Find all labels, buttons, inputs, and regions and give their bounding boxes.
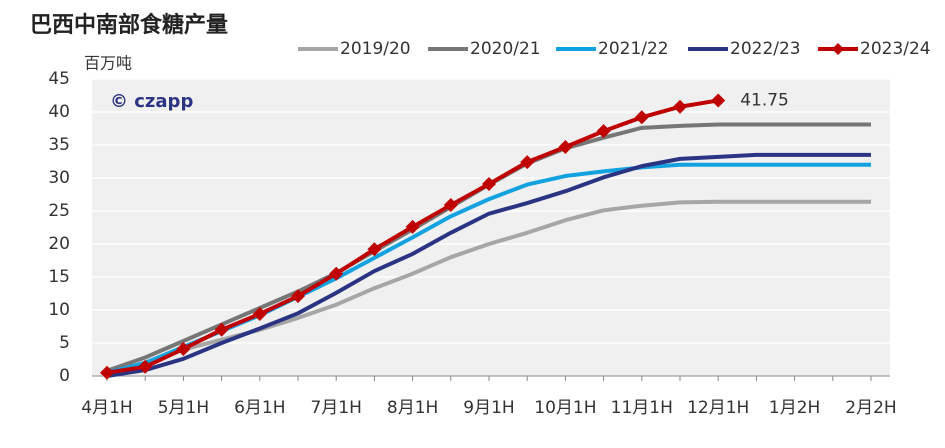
legend-label: 2020/21 [470, 39, 541, 59]
y-tick-label: 20 [48, 234, 70, 254]
y-tick-label: 30 [48, 168, 70, 188]
y-tick-label: 0 [59, 366, 70, 386]
y-tick-label: 5 [59, 333, 70, 353]
legend-marker [832, 43, 844, 55]
y-axis-label: 百万吨 [84, 54, 132, 73]
legend-label: 2019/20 [340, 39, 411, 59]
data-point [711, 93, 726, 108]
data-point [252, 306, 267, 321]
x-tick-label: 10月1H [534, 398, 596, 418]
data-point [100, 365, 114, 380]
data-label: 41.75 [740, 90, 789, 110]
data-point [367, 242, 382, 257]
x-tick-label: 4月1H [81, 398, 132, 418]
y-tick-label: 10 [48, 300, 70, 320]
data-point [673, 99, 687, 114]
x-tick-label: 11月1H [611, 398, 673, 418]
data-point [558, 139, 573, 154]
legend-label: 2023/24 [860, 39, 931, 59]
y-tick-label: 15 [48, 267, 70, 287]
data-point [176, 341, 191, 356]
x-tick-label: 7月1H [310, 398, 361, 418]
data-point [443, 198, 458, 213]
data-point [634, 110, 649, 125]
data-point [520, 155, 535, 170]
y-tick-label: 45 [48, 69, 70, 89]
y-tick-label: 25 [48, 201, 70, 221]
x-tick-label: 8月1H [387, 398, 438, 418]
data-point [596, 124, 611, 139]
x-tick-label: 6月1H [234, 398, 285, 418]
x-tick-label: 2月2H [845, 398, 896, 418]
legend-label: 2022/23 [730, 39, 801, 59]
data-point [405, 219, 420, 234]
data-point [482, 176, 496, 191]
chart-title: 巴西中南部食糖产量 [30, 12, 228, 38]
data-point [214, 322, 229, 337]
legend-label: 2021/22 [598, 39, 669, 59]
watermark: © czapp [110, 91, 193, 112]
x-tick-label: 12月1H [687, 398, 749, 418]
x-tick-label: 9月1H [463, 398, 514, 418]
data-point [291, 289, 305, 304]
series-line [106, 152, 871, 378]
x-tick-label: 5月1H [158, 398, 209, 418]
y-tick-label: 35 [48, 135, 70, 155]
data-point [329, 266, 344, 281]
x-tick-label: 1月2H [769, 398, 820, 418]
data-point [138, 359, 153, 374]
y-tick-label: 40 [48, 102, 70, 122]
